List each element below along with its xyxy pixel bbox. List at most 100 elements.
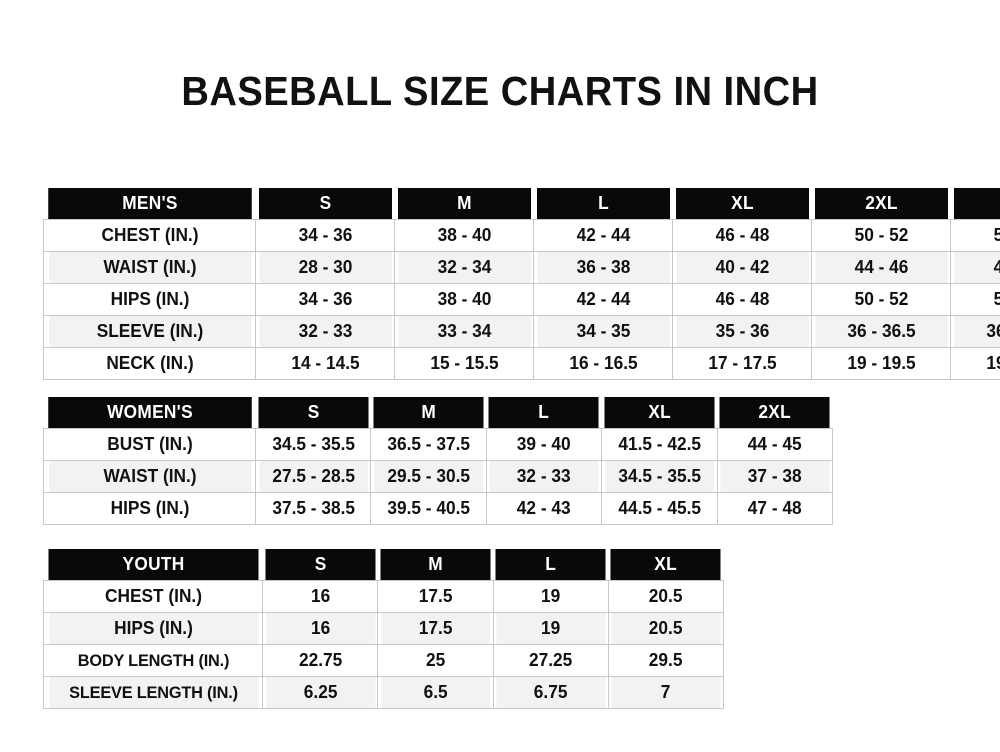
measure-value-xl: 35 - 36 <box>674 315 810 348</box>
measure-value-m: 25 <box>379 644 492 677</box>
measure-value-xl: 44.5 - 45.5 <box>603 492 716 525</box>
size-header-3xl: 3XL <box>953 188 1000 220</box>
measure-value-m: 15 - 15.5 <box>396 347 532 380</box>
size-header-m: M <box>373 397 484 429</box>
measure-value-s: 34.5 - 35.5 <box>257 428 370 461</box>
size-header-2xl: 2XL <box>814 188 948 220</box>
size-header-2xl: 2XL <box>719 397 831 429</box>
measure-value-3xl: 54 - 56 <box>952 283 1000 316</box>
measure-label: SLEEVE (IN.) <box>47 315 252 348</box>
measure-value-l: 27.25 <box>494 644 607 677</box>
size-header-l: L <box>488 397 600 429</box>
size-header-s: S <box>264 549 376 581</box>
measure-value-s: 34 - 36 <box>257 283 393 316</box>
mens-group-label: MEN'S <box>47 188 252 220</box>
measure-value-xl: 34.5 - 35.5 <box>603 460 716 493</box>
measure-value-2xl: 50 - 52 <box>813 219 949 252</box>
measure-value-s: 14 - 14.5 <box>257 347 393 380</box>
measure-label: WAIST (IN.) <box>47 460 252 493</box>
measure-value-l: 36 - 38 <box>535 251 671 284</box>
measure-value-m: 32 - 34 <box>396 251 532 284</box>
measure-value-2xl: 47 - 48 <box>718 492 831 525</box>
youth-table-head: YOUTH S M L XL <box>44 549 724 581</box>
youth-header-row: YOUTH S M L XL <box>44 549 724 581</box>
measure-label: SLEEVE LENGTH (IN.) <box>47 676 259 709</box>
table-row: CHEST (IN.) 34 - 36 38 - 40 42 - 44 46 - 48 5… <box>44 219 1000 252</box>
measure-label: HIPS (IN.) <box>47 612 259 645</box>
womens-size-table: WOMEN'S S M L XL 2XL BUST (IN.) 34.5 - 35.5 36.… <box>43 397 833 525</box>
measure-value-l: 19 <box>494 580 607 613</box>
table-row: HIPS (IN.) 37.5 - 38.5 39.5 - 40.5 42 - 43 4… <box>44 492 833 525</box>
table-row: BODY LENGTH (IN.) 22.75 25 27.25 29.5 <box>44 644 724 677</box>
measure-value-2xl: 44 - 45 <box>718 428 831 461</box>
measure-value-3xl: 54 - 56 <box>952 219 1000 252</box>
womens-group-label: WOMEN'S <box>47 397 252 429</box>
measure-value-s: 28 - 30 <box>257 251 393 284</box>
measure-value-m: 33 - 34 <box>396 315 532 348</box>
measure-value-m: 17.5 <box>379 580 492 613</box>
size-header-xl: XL <box>603 397 715 429</box>
measure-value-l: 42 - 44 <box>535 219 671 252</box>
mens-header-row: MEN'SSMLXL2XL3XL <box>44 188 1000 220</box>
size-header-s: S <box>257 397 369 429</box>
measure-label: BUST (IN.) <box>47 428 252 461</box>
measure-value-xl: 46 - 48 <box>674 283 810 316</box>
table-row: BUST (IN.) 34.5 - 35.5 36.5 - 37.5 39 - 40 4… <box>44 428 833 461</box>
table-row: CHEST (IN.) 16 17.5 19 20.5 <box>44 580 724 613</box>
measure-value-m: 38 - 40 <box>396 219 532 252</box>
measure-value-l: 19 <box>494 612 607 645</box>
table-row: SLEEVE LENGTH (IN.) 6.25 6.5 6.75 7 <box>44 676 724 709</box>
measure-value-xl: 7 <box>610 676 722 709</box>
measure-value-s: 37.5 - 38.5 <box>257 492 370 525</box>
measure-value-2xl: 50 - 52 <box>813 283 949 316</box>
measure-value-m: 36.5 - 37.5 <box>372 428 485 461</box>
measure-label: WAIST (IN.) <box>47 251 252 284</box>
measure-value-xl: 41.5 - 42.5 <box>603 428 716 461</box>
measure-value-xl: 17 - 17.5 <box>674 347 810 380</box>
size-header-l: L <box>495 549 606 581</box>
table-row: SLEEVE (IN.) 32 - 33 33 - 34 34 - 35 35 - 36… <box>44 315 1000 348</box>
measure-value-s: 16 <box>264 580 376 613</box>
mens-table-head: MEN'SSMLXL2XL3XL <box>44 188 1000 220</box>
measure-value-m: 6.5 <box>379 676 492 709</box>
measure-value-xl: 20.5 <box>610 612 722 645</box>
measure-label: HIPS (IN.) <box>47 492 252 525</box>
measure-value-3xl: 48 - 50 <box>952 251 1000 284</box>
youth-size-table: YOUTH S M L XL CHEST (IN.) 16 17.5 19 20.5 HIPS (… <box>43 549 724 709</box>
size-header-xl: XL <box>675 188 809 220</box>
womens-table-body: BUST (IN.) 34.5 - 35.5 36.5 - 37.5 39 - 40 4… <box>44 428 833 525</box>
size-header-xl: XL <box>610 549 722 581</box>
measure-value-s: 34 - 36 <box>257 219 393 252</box>
measure-value-s: 27.5 - 28.5 <box>257 460 370 493</box>
measure-label: CHEST (IN.) <box>47 580 259 613</box>
measure-value-2xl: 37 - 38 <box>718 460 831 493</box>
measure-value-3xl: 36.5 - 37 <box>952 315 1000 348</box>
measure-value-xl: 20.5 <box>610 580 722 613</box>
measure-value-2xl: 19 - 19.5 <box>813 347 949 380</box>
womens-table-head: WOMEN'S S M L XL 2XL <box>44 397 833 429</box>
measure-value-s: 16 <box>264 612 376 645</box>
table-row: WAIST (IN.) 28 - 30 32 - 34 36 - 38 40 - 42 4… <box>44 251 1000 284</box>
measure-value-3xl: 19 - 19.5 <box>952 347 1000 380</box>
measure-value-m: 29.5 - 30.5 <box>372 460 485 493</box>
measure-label: NECK (IN.) <box>47 347 252 380</box>
table-row: NECK (IN.) 14 - 14.5 15 - 15.5 16 - 16.5 17 … <box>44 347 1000 380</box>
youth-table-body: CHEST (IN.) 16 17.5 19 20.5 HIPS (IN.) 16 17.5 1… <box>44 580 724 709</box>
size-header-l: L <box>536 188 670 220</box>
measure-value-l: 34 - 35 <box>535 315 671 348</box>
size-header-s: S <box>258 188 392 220</box>
measure-value-xl: 40 - 42 <box>674 251 810 284</box>
table-row: HIPS (IN.) 34 - 36 38 - 40 42 - 44 46 - 48 50… <box>44 283 1000 316</box>
measure-value-m: 17.5 <box>379 612 492 645</box>
measure-value-l: 16 - 16.5 <box>535 347 671 380</box>
measure-value-s: 22.75 <box>264 644 376 677</box>
measure-value-l: 42 - 44 <box>535 283 671 316</box>
measure-value-s: 32 - 33 <box>257 315 393 348</box>
measure-value-2xl: 44 - 46 <box>813 251 949 284</box>
measure-label: BODY LENGTH (IN.) <box>47 644 259 677</box>
measure-value-l: 32 - 33 <box>488 460 600 493</box>
measure-value-xl: 46 - 48 <box>674 219 810 252</box>
measure-value-l: 6.75 <box>494 676 607 709</box>
